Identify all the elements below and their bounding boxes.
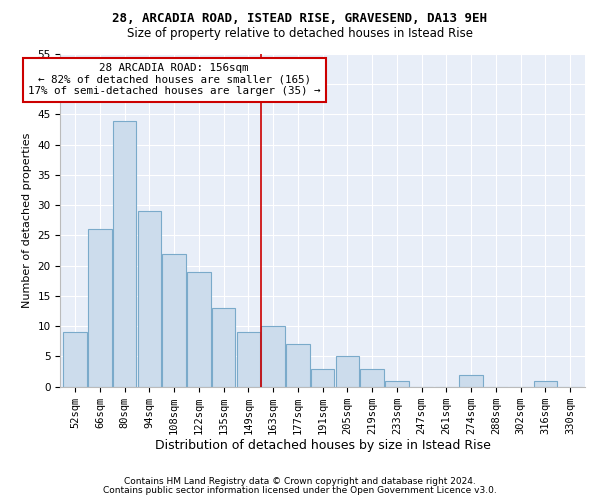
Bar: [286, 344, 310, 387]
Bar: [236, 332, 260, 386]
Bar: [163, 254, 186, 386]
Text: 28, ARCADIA ROAD, ISTEAD RISE, GRAVESEND, DA13 9EH: 28, ARCADIA ROAD, ISTEAD RISE, GRAVESEND…: [113, 12, 487, 26]
Text: Contains HM Land Registry data © Crown copyright and database right 2024.: Contains HM Land Registry data © Crown c…: [124, 477, 476, 486]
Bar: [533, 380, 557, 386]
Bar: [460, 374, 483, 386]
Bar: [137, 212, 161, 386]
Text: Size of property relative to detached houses in Istead Rise: Size of property relative to detached ho…: [127, 28, 473, 40]
Bar: [187, 272, 211, 386]
Bar: [335, 356, 359, 386]
Bar: [262, 326, 285, 386]
Bar: [212, 308, 235, 386]
Bar: [88, 230, 112, 386]
Text: 28 ARCADIA ROAD: 156sqm
← 82% of detached houses are smaller (165)
17% of semi-d: 28 ARCADIA ROAD: 156sqm ← 82% of detache…: [28, 63, 320, 96]
Bar: [311, 368, 334, 386]
X-axis label: Distribution of detached houses by size in Istead Rise: Distribution of detached houses by size …: [155, 440, 491, 452]
Y-axis label: Number of detached properties: Number of detached properties: [22, 132, 32, 308]
Bar: [385, 380, 409, 386]
Text: Contains public sector information licensed under the Open Government Licence v3: Contains public sector information licen…: [103, 486, 497, 495]
Bar: [361, 368, 384, 386]
Bar: [113, 120, 136, 386]
Bar: [64, 332, 87, 386]
